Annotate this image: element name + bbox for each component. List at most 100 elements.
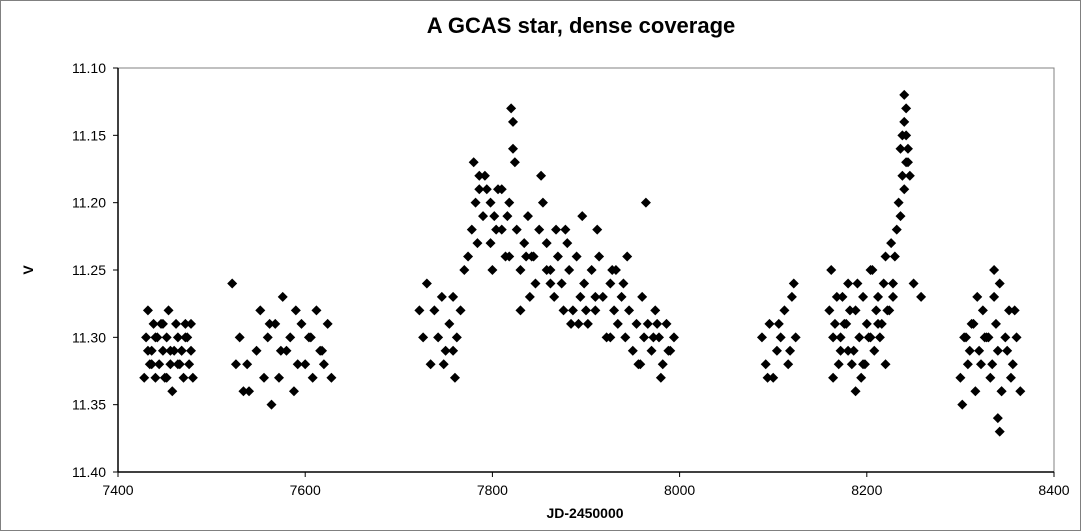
- data-point: [861, 318, 872, 329]
- data-point: [186, 318, 197, 329]
- data-point: [962, 359, 973, 370]
- data-point: [440, 345, 451, 356]
- data-point: [487, 265, 498, 275]
- data-point: [990, 318, 1001, 329]
- data-point: [828, 332, 839, 343]
- data-point: [519, 238, 530, 249]
- data-point: [273, 372, 284, 383]
- data-point: [571, 251, 582, 262]
- data-point: [994, 278, 1005, 289]
- data-point: [916, 291, 927, 302]
- data-point: [575, 291, 586, 302]
- data-point: [148, 318, 159, 329]
- data-point: [764, 318, 775, 329]
- data-point: [230, 359, 241, 370]
- data-point: [844, 305, 855, 316]
- data-point: [567, 305, 578, 316]
- data-point: [186, 345, 197, 356]
- data-point: [637, 291, 648, 302]
- data-point: [425, 359, 436, 370]
- data-point: [502, 211, 513, 222]
- data-point: [171, 318, 182, 329]
- data-point: [537, 197, 548, 208]
- x-tick-label: 7400: [102, 482, 133, 498]
- data-point: [262, 332, 273, 343]
- data-point: [908, 278, 919, 289]
- data-point: [854, 332, 865, 343]
- data-point: [581, 305, 591, 316]
- data-point: [775, 332, 786, 343]
- data-point: [897, 170, 908, 181]
- data-point: [1015, 386, 1026, 397]
- data-point: [888, 278, 899, 289]
- chart-title: A GCAS star, dense coverage: [427, 13, 736, 38]
- data-point: [1007, 359, 1018, 370]
- data-point: [826, 265, 837, 275]
- data-point: [871, 305, 882, 316]
- data-point: [573, 318, 584, 329]
- y-tick-label: 11.35: [72, 397, 106, 413]
- data-point: [504, 251, 515, 262]
- data-point: [579, 278, 590, 289]
- data-point: [509, 157, 520, 168]
- data-point: [161, 332, 172, 343]
- data-point: [858, 359, 869, 370]
- data-point: [564, 265, 575, 275]
- data-point: [139, 372, 150, 383]
- data-point: [983, 332, 994, 343]
- data-point: [141, 332, 152, 343]
- data-point: [586, 265, 597, 275]
- data-point: [288, 386, 299, 397]
- data-point: [521, 251, 532, 262]
- data-point: [902, 143, 913, 154]
- data-point: [970, 386, 981, 397]
- data-point: [176, 345, 187, 356]
- data-point: [534, 224, 545, 235]
- data-point: [264, 318, 275, 329]
- data-point: [779, 305, 790, 316]
- data-point: [317, 345, 328, 356]
- x-tick-label: 8400: [1038, 482, 1069, 498]
- data-point: [255, 305, 266, 316]
- data-points: [139, 89, 1026, 437]
- data-point: [594, 251, 605, 262]
- data-point: [869, 345, 880, 356]
- data-point: [577, 211, 588, 222]
- data-point: [829, 318, 840, 329]
- data-point: [489, 211, 500, 222]
- data-point: [880, 359, 891, 370]
- data-point: [610, 265, 621, 275]
- data-point: [874, 332, 885, 343]
- data-point: [773, 318, 784, 329]
- data-point: [612, 318, 623, 329]
- data-point: [788, 278, 799, 289]
- data-point: [528, 251, 539, 262]
- data-point: [292, 359, 303, 370]
- data-point: [541, 238, 552, 249]
- data-point: [831, 291, 842, 302]
- data-point: [1011, 332, 1022, 343]
- data-point: [466, 224, 477, 235]
- data-point: [142, 345, 153, 356]
- data-point: [187, 372, 198, 383]
- data-point: [496, 184, 507, 195]
- data-point: [277, 291, 288, 302]
- data-point: [639, 332, 650, 343]
- data-point: [455, 305, 466, 316]
- data-point: [891, 224, 902, 235]
- data-point: [507, 116, 518, 127]
- data-point: [880, 251, 891, 262]
- data-point: [888, 291, 899, 302]
- x-axis-ticks: 7400 7600 7800 8000 8200 8400: [102, 472, 1070, 498]
- data-point: [873, 318, 884, 329]
- data-point: [180, 318, 191, 329]
- data-point: [878, 278, 889, 289]
- data-point: [479, 170, 490, 181]
- data-point: [592, 224, 603, 235]
- data-point: [560, 224, 571, 235]
- data-point: [989, 291, 1000, 302]
- data-point: [449, 372, 460, 383]
- data-point: [165, 345, 176, 356]
- data-point: [472, 238, 483, 249]
